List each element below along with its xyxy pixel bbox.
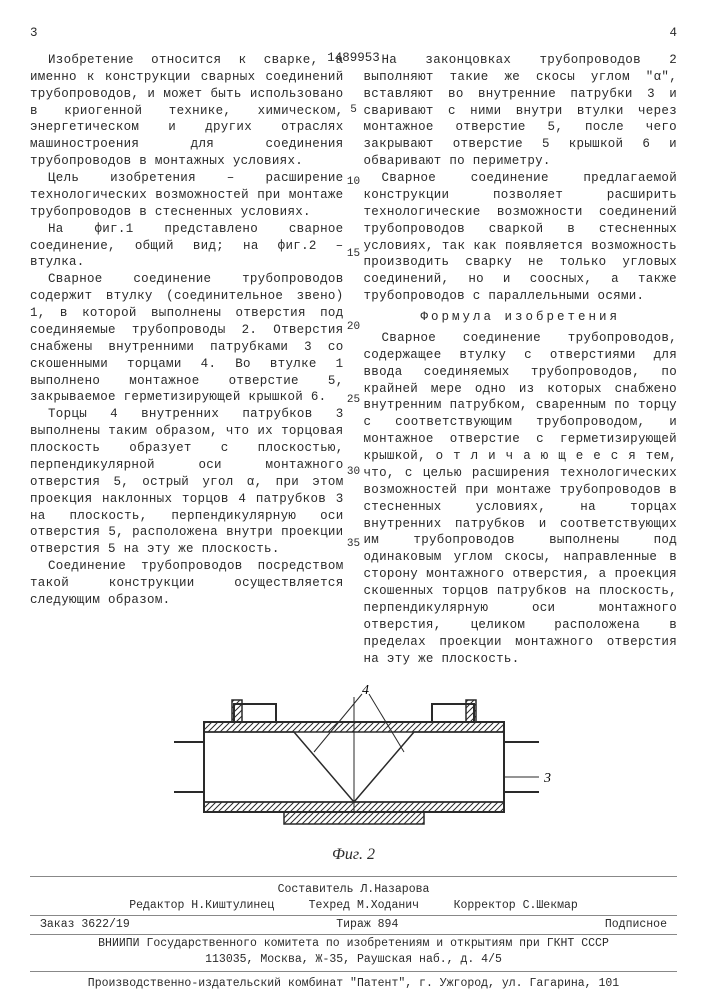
figure-2: 4 3 Фиг. 2	[30, 682, 677, 866]
figure-caption: Фиг. 2	[30, 844, 677, 866]
line-number: 5	[350, 103, 357, 118]
para: На законцовках трубопроводов 2 выполняют…	[364, 52, 678, 170]
header: 3 4	[30, 25, 677, 42]
footer-tirazh: Тираж 894	[336, 917, 398, 933]
para: Цель изобретения – расширение технологич…	[30, 170, 344, 221]
para: Изобретение относится к сварке, а именно…	[30, 52, 344, 170]
column-left: Изобретение относится к сварке, а именно…	[30, 52, 344, 668]
footer-credits: Редактор Н.Киштулинец Техред М.Ходанич К…	[30, 898, 677, 914]
line-number: 10	[347, 175, 360, 190]
footer-order: Заказ 3622/19	[40, 917, 130, 933]
footer-order-row: Заказ 3622/19 Тираж 894 Подписное	[30, 915, 677, 935]
line-number: 15	[347, 247, 360, 262]
footer-printer: Производственно-издательский комбинат "П…	[30, 973, 677, 992]
footer-editor: Редактор Н.Киштулинец	[129, 899, 274, 912]
footer-subscription: Подписное	[605, 917, 667, 933]
patent-number: 1489953	[327, 50, 380, 67]
footer-techred: Техред М.Ходанич	[309, 899, 419, 912]
footer-composer: Составитель Л.Назарова	[30, 882, 677, 898]
figure-label-3: 3	[543, 771, 551, 786]
page-right: 4	[669, 25, 677, 42]
footer: Составитель Л.Назарова Редактор Н.Киштул…	[30, 876, 677, 991]
para: Сварное соединение трубопроводов содержи…	[30, 271, 344, 406]
page-left: 3	[30, 25, 38, 42]
footer-org: ВНИИПИ Государственного комитета по изоб…	[30, 936, 677, 952]
page-wrapper: 3 4 1489953 Изобретение относится к свар…	[30, 25, 677, 991]
formula-title: Формула изобретения	[364, 309, 678, 326]
para: На фиг.1 представлено сварное соединение…	[30, 221, 344, 272]
line-number: 35	[347, 537, 360, 552]
footer-corrector: Корректор С.Шекмар	[454, 899, 578, 912]
footer-addr: 113035, Москва, Ж-35, Раушская наб., д. …	[30, 952, 677, 972]
para: Соединение трубопроводов посредством так…	[30, 558, 344, 609]
line-number: 20	[347, 320, 360, 335]
column-right: На законцовках трубопроводов 2 выполняют…	[364, 52, 678, 668]
text-columns: Изобретение относится к сварке, а именно…	[30, 52, 677, 668]
line-number: 25	[347, 393, 360, 408]
line-number: 30	[347, 465, 360, 480]
para: Торцы 4 внутренних патрубков 3 выполнены…	[30, 406, 344, 558]
para: Сварное соединение предлагаемой конструк…	[364, 170, 678, 305]
figure-svg: 4 3	[144, 682, 564, 842]
para: Сварное соединение трубопроводов, содерж…	[364, 330, 678, 668]
figure-label-4: 4	[362, 683, 369, 698]
